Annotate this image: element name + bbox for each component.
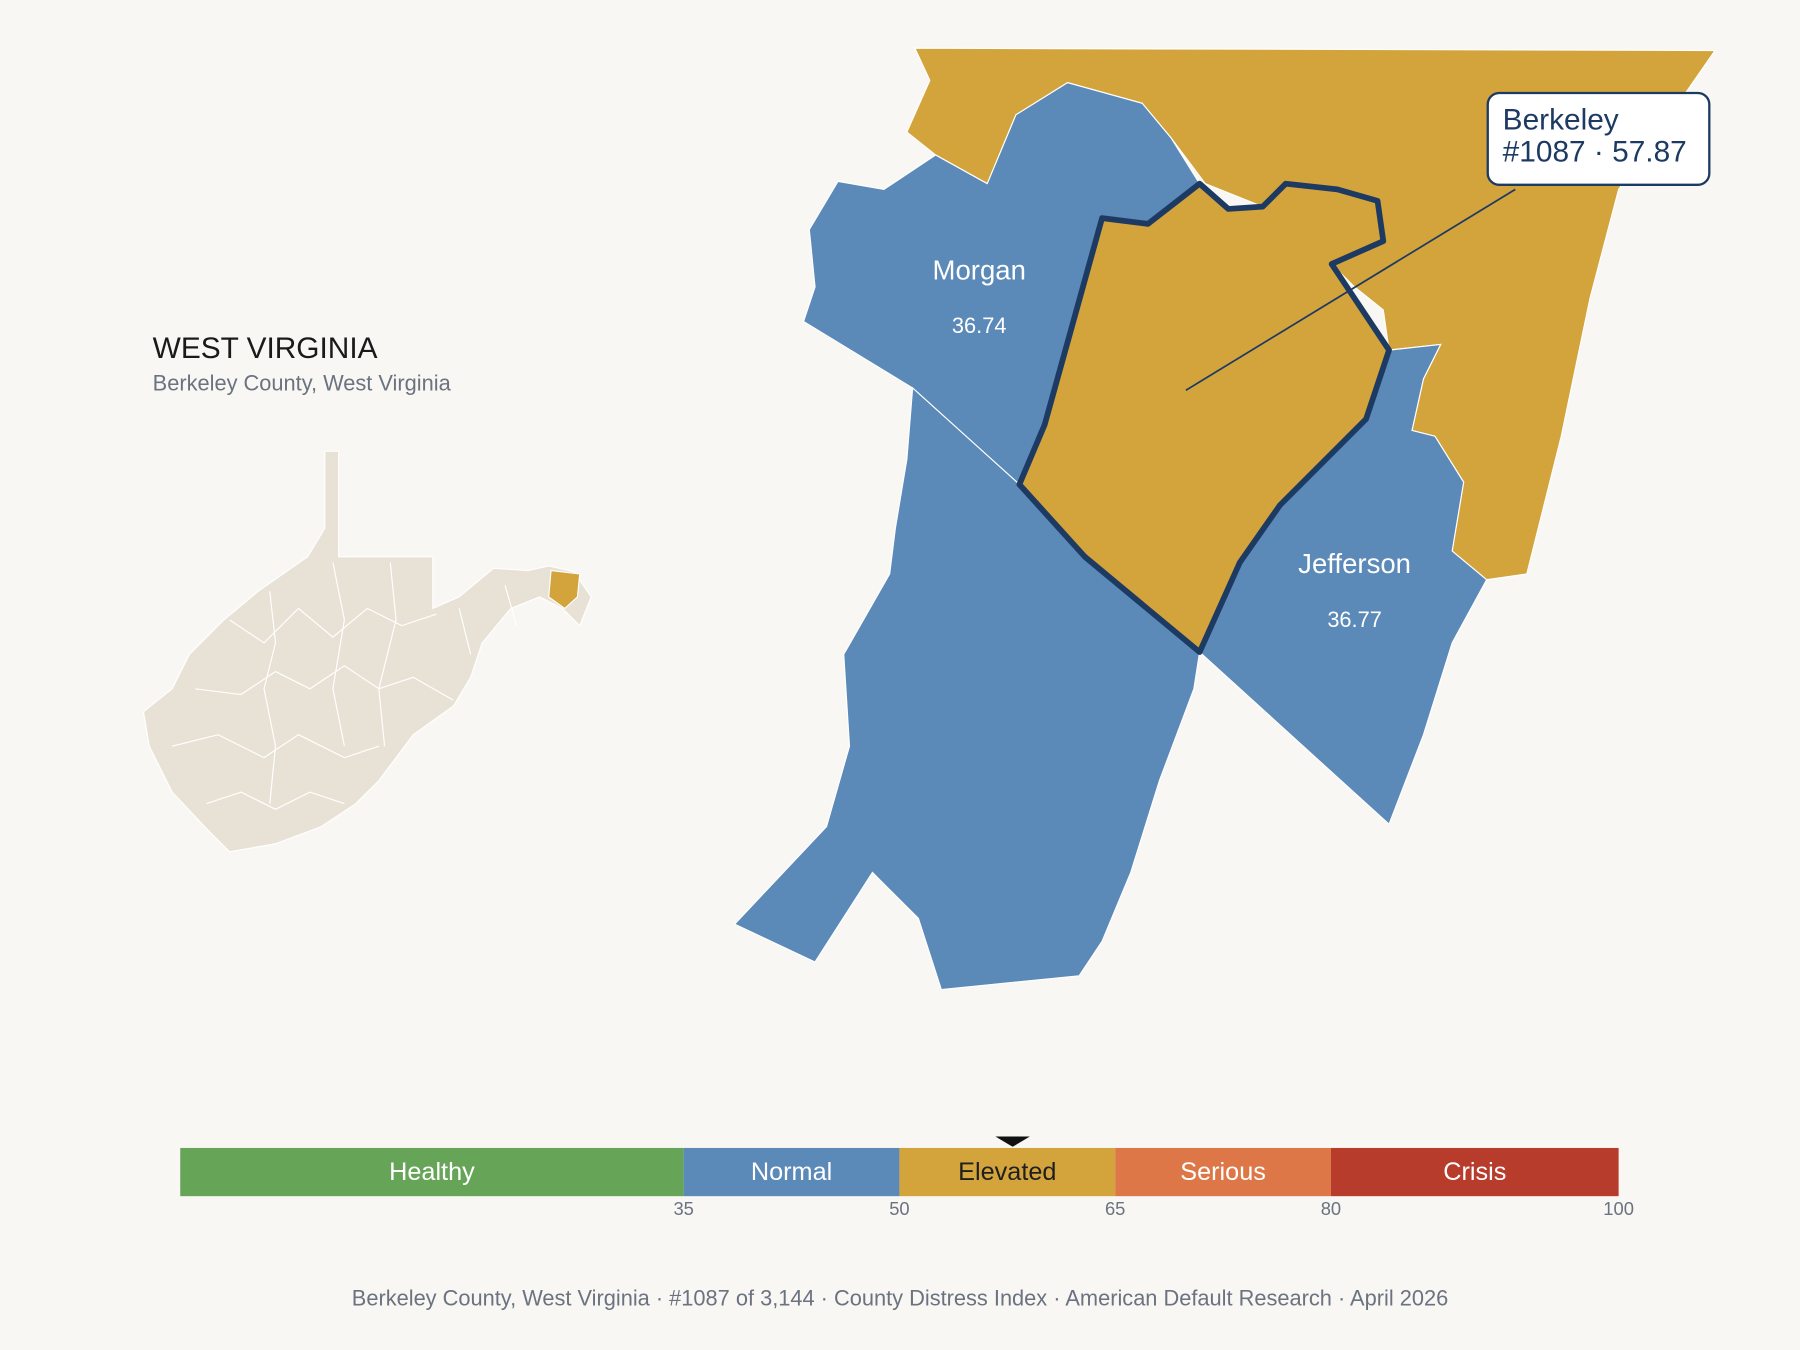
- county-score: 36.74: [952, 313, 1007, 338]
- callout-name: Berkeley: [1503, 104, 1619, 137]
- scale-segment: [1115, 1147, 1331, 1197]
- callout-box: [1486, 91, 1711, 186]
- county-lines: [172, 562, 518, 810]
- callout-leader: [1185, 188, 1516, 392]
- distress-scale: Healthy Normal Elevated Serious Crisis 35 50 65…: [180, 1136, 1634, 1219]
- state-locator: [142, 450, 592, 853]
- scale-tick-label: 50: [889, 1198, 909, 1219]
- footer: Berkeley County, West Virginia · #1087 o…: [352, 1285, 1448, 1310]
- scale-segment: [180, 1147, 684, 1197]
- scale-segment: [683, 1147, 900, 1197]
- state-shape: [142, 450, 592, 853]
- scale-segment-label: Serious: [1180, 1158, 1266, 1186]
- scale-marker: [995, 1136, 1030, 1147]
- scale-segment-label: Elevated: [958, 1158, 1056, 1186]
- callout-detail: #1087 · 57.87: [1503, 136, 1687, 169]
- county-name: Jefferson: [1298, 548, 1411, 579]
- scale-segment-label: Crisis: [1443, 1158, 1506, 1186]
- scale-segment: [899, 1147, 1116, 1197]
- detail-map: Morgan 36.74 Jefferson 36.77 Berkeley #1…: [733, 47, 1717, 991]
- neighbor-county: [733, 386, 1201, 991]
- county-name: Morgan: [933, 254, 1026, 285]
- scale-segment-label: Normal: [751, 1158, 832, 1186]
- scale-tick-label: 65: [1105, 1198, 1125, 1219]
- scale-tick-label: 35: [673, 1198, 693, 1219]
- scale-tick-label: 100: [1603, 1198, 1634, 1219]
- title: WEST VIRGINIA: [153, 332, 378, 365]
- scale-segment-label: Healthy: [389, 1158, 475, 1186]
- county-berkeley: [1016, 180, 1392, 655]
- subtitle: Berkeley County, West Virginia: [153, 370, 452, 395]
- scale-segment: [1330, 1147, 1619, 1197]
- county-score: 36.77: [1327, 607, 1382, 632]
- scale-tick-label: 80: [1321, 1198, 1341, 1219]
- highlighted-county: [548, 569, 581, 610]
